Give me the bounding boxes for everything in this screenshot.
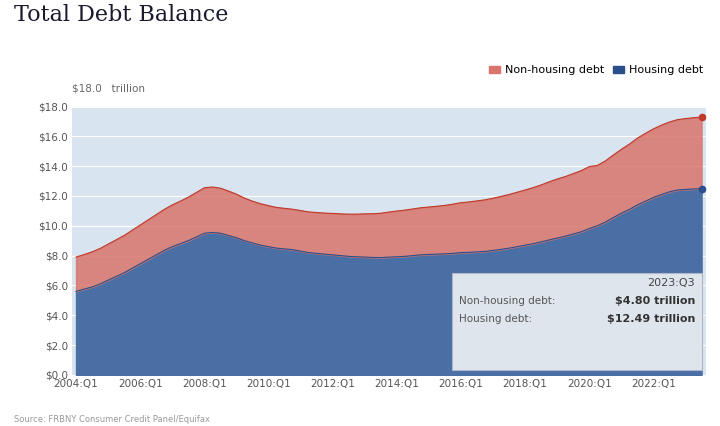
Text: Housing debt:: Housing debt: xyxy=(459,314,533,324)
Text: $12.49 trillion: $12.49 trillion xyxy=(607,314,696,324)
Legend: Non-housing debt, Housing debt: Non-housing debt, Housing debt xyxy=(485,61,707,80)
Text: $4.80 trillion: $4.80 trillion xyxy=(615,296,696,306)
Text: Total Debt Balance: Total Debt Balance xyxy=(14,4,229,26)
Text: Non-housing debt:: Non-housing debt: xyxy=(459,296,556,306)
Text: 2023:Q3: 2023:Q3 xyxy=(647,278,696,288)
Text: $18.0   trillion: $18.0 trillion xyxy=(72,83,145,93)
Text: Source: FRBNY Consumer Credit Panel/Equifax: Source: FRBNY Consumer Credit Panel/Equi… xyxy=(14,415,210,424)
